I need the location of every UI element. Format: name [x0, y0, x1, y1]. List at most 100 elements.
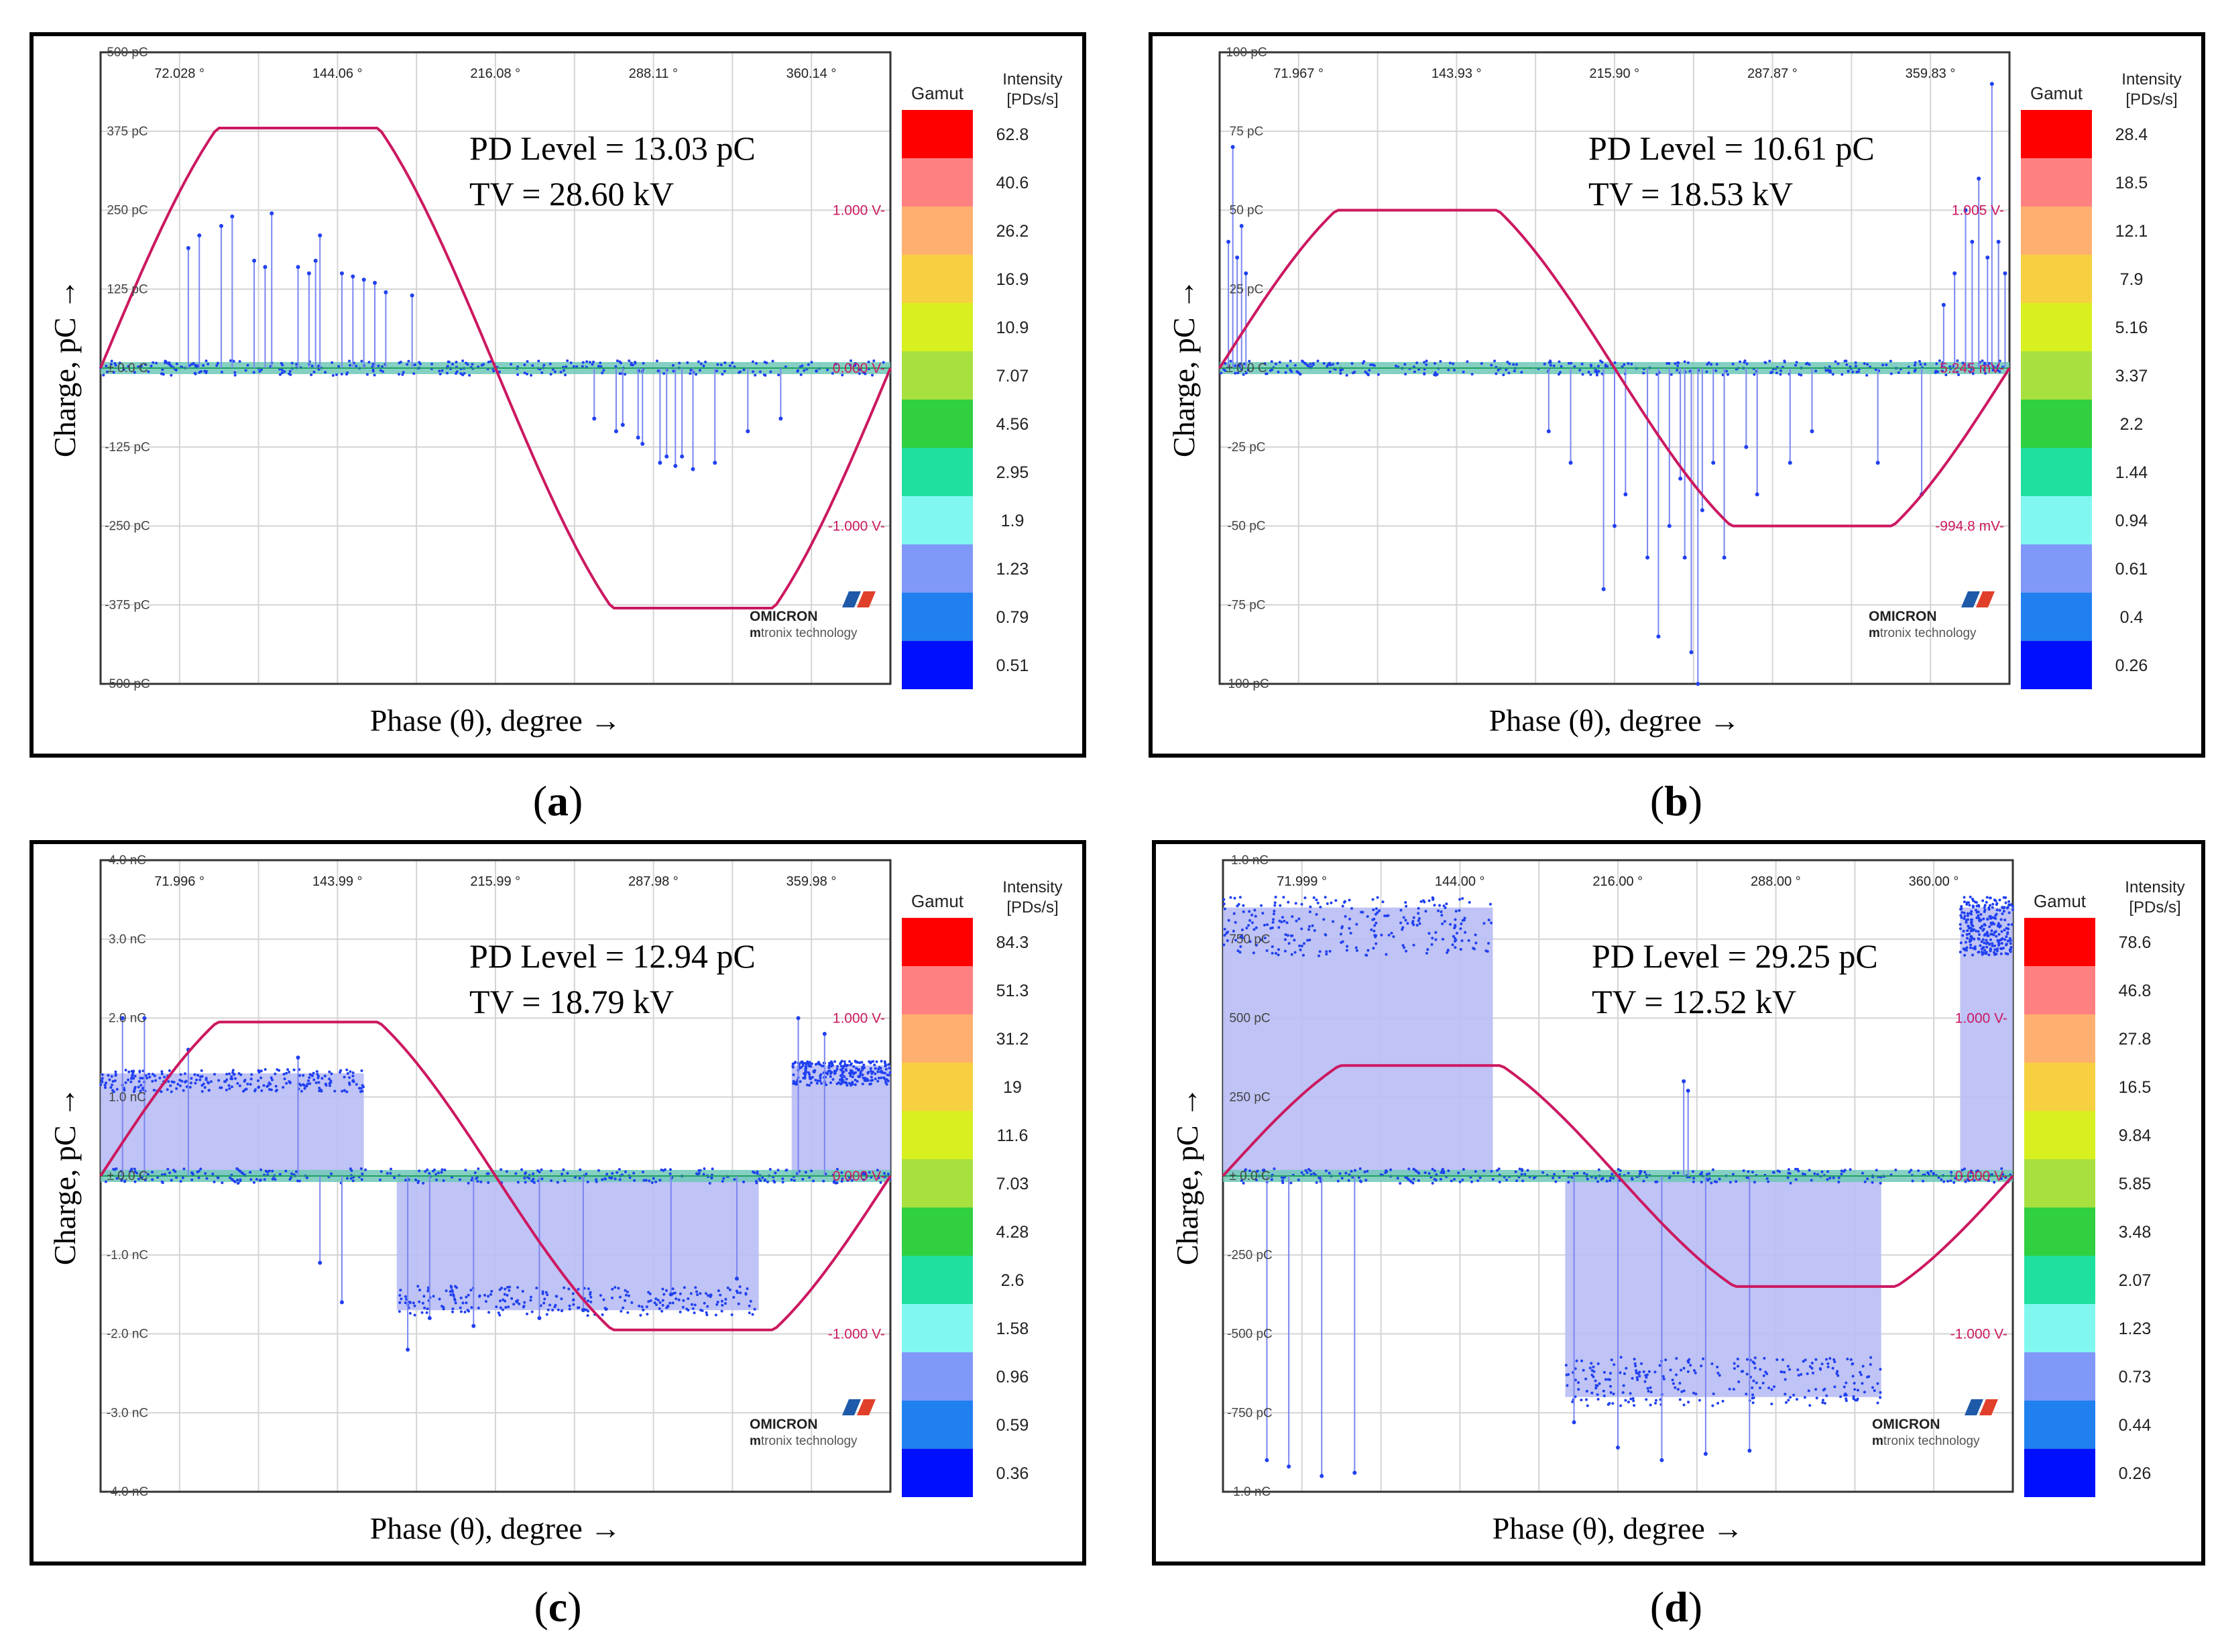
- pd-dot: [1339, 369, 1342, 372]
- pd-dot: [1489, 921, 1493, 925]
- pd-dot: [1284, 933, 1287, 936]
- y-tick-label: 4.0 nC: [109, 853, 146, 868]
- pd-dot: [542, 1301, 546, 1305]
- pd-dot: [367, 361, 371, 364]
- pd-dot: [115, 1177, 119, 1180]
- pd-dot: [1384, 1171, 1387, 1175]
- pd-dot: [654, 1303, 658, 1307]
- pd-dot: [300, 1089, 303, 1093]
- pd-dot: [792, 1082, 795, 1085]
- pd-dot: [815, 369, 818, 373]
- pd-dot: [1307, 925, 1311, 928]
- pd-dot: [722, 1177, 725, 1180]
- pd-dot: [1347, 1179, 1350, 1182]
- pd-dot: [1993, 948, 1997, 951]
- pd-dot: [1612, 1177, 1615, 1180]
- pd-dot: [1372, 929, 1376, 933]
- pd-pulse-dot: [1320, 1474, 1324, 1478]
- pd-dot: [498, 1313, 502, 1317]
- pd-dot: [1981, 899, 1985, 902]
- pd-dot: [1592, 1365, 1595, 1368]
- gamut-swatch: [2021, 303, 2092, 351]
- pd-dot: [1996, 947, 1999, 951]
- pd-dot: [1967, 364, 1971, 367]
- pd-dot: [1463, 917, 1466, 920]
- pd-dot: [548, 362, 552, 365]
- pd-dot: [288, 1178, 292, 1181]
- pd-pulse-dot: [1659, 1458, 1664, 1462]
- y-tick-label: -375 pC: [105, 598, 150, 612]
- pd-dot: [461, 359, 465, 363]
- pd-dot: [111, 1083, 114, 1087]
- pd-dot: [1682, 1403, 1686, 1407]
- pd-dot: [1431, 1181, 1434, 1185]
- pd-dot: [646, 1313, 649, 1316]
- pd-dot: [1385, 914, 1389, 918]
- pd-dot: [166, 1167, 170, 1171]
- x-axis-title: Phase (θ), degree →: [370, 703, 622, 738]
- pd-dot: [1683, 360, 1686, 363]
- pd-dot: [451, 1310, 454, 1313]
- pd-dot: [1417, 368, 1421, 371]
- logo-subtitle: mtronix technology: [1869, 626, 1977, 640]
- pd-dot: [1949, 1179, 1952, 1183]
- pd-dot: [1638, 1374, 1641, 1378]
- pd-dot: [863, 1077, 866, 1081]
- gamut-swatch: [2021, 593, 2092, 641]
- pd-dot: [744, 1293, 748, 1296]
- pd-dot: [799, 1080, 802, 1083]
- pd-dot: [1326, 365, 1329, 368]
- pd-dot: [454, 1301, 457, 1305]
- pd-dot: [413, 1304, 416, 1307]
- pd-dot: [1612, 1393, 1615, 1396]
- pd-dot: [647, 1300, 650, 1303]
- gamut-value: 2.6: [1001, 1271, 1025, 1290]
- pd-dot: [120, 1177, 123, 1181]
- pd-dot: [1797, 1169, 1800, 1173]
- pd-dot: [1363, 1171, 1366, 1174]
- pd-dot: [499, 1306, 502, 1309]
- pd-dot: [1751, 1171, 1754, 1174]
- pd-dot: [1254, 943, 1258, 947]
- pd-dot: [236, 1181, 239, 1185]
- pd-dot: [541, 1290, 544, 1293]
- pd-dot: [1969, 943, 1973, 947]
- pd-dot: [1505, 1178, 1508, 1181]
- pd-dot: [858, 1061, 862, 1065]
- gamut-value: 28.4: [2115, 125, 2148, 144]
- pd-dot: [622, 1306, 625, 1309]
- pd-dot: [698, 369, 701, 372]
- pd-dot: [1789, 1181, 1792, 1185]
- pd-dot: [1843, 1385, 1846, 1389]
- pd-dot: [1961, 934, 1965, 937]
- pd-dot: [1375, 942, 1378, 945]
- pd-dot: [1786, 1364, 1790, 1368]
- voltage-label: 0.000 V-: [833, 1169, 885, 1184]
- pd-dot: [1631, 1177, 1634, 1181]
- pd-dot: [1598, 1382, 1601, 1385]
- pd-dot: [691, 1303, 694, 1306]
- pd-dot: [1609, 1176, 1613, 1179]
- pd-dot: [738, 371, 741, 374]
- pd-dot: [1826, 1170, 1830, 1173]
- pd-dot: [1553, 1173, 1556, 1176]
- pd-dot: [1655, 1180, 1659, 1183]
- pd-pulse-dot: [339, 1300, 344, 1305]
- pd-dot: [524, 1172, 527, 1175]
- pd-dot: [1364, 1179, 1368, 1182]
- pd-dot: [1803, 1173, 1806, 1176]
- pd-pulse-dot: [1788, 461, 1792, 465]
- pd-dot: [810, 1062, 813, 1065]
- pd-dot: [1800, 1373, 1803, 1376]
- pd-dot: [1328, 1171, 1331, 1175]
- pd-dot: [1284, 371, 1287, 374]
- pd-dot: [1279, 904, 1282, 907]
- pd-dot: [447, 360, 451, 363]
- pd-dot: [1859, 1370, 1862, 1374]
- pd-dot: [163, 1075, 166, 1079]
- gamut-swatch: [2021, 110, 2092, 158]
- pd-dot: [1770, 1388, 1773, 1391]
- pd-dot: [852, 1065, 856, 1068]
